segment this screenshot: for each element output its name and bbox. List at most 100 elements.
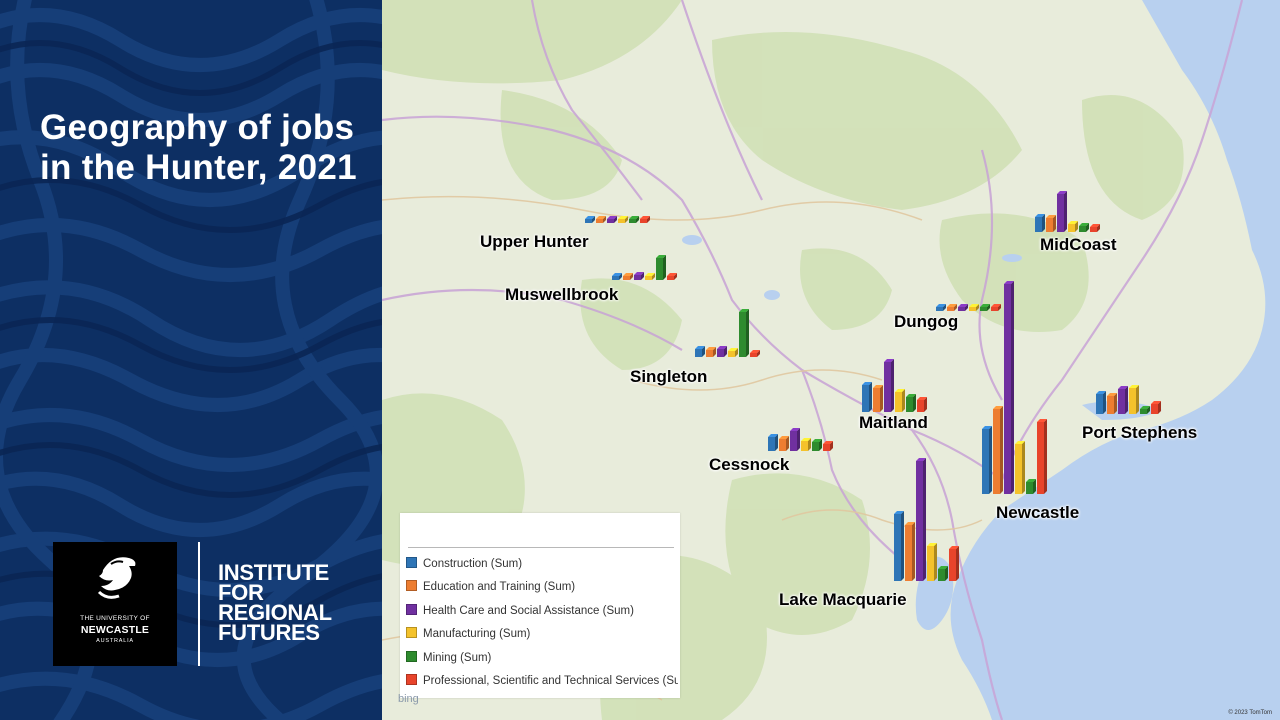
bar-cluster-midcoast — [1035, 191, 1100, 232]
slide-title: Geography of jobs in the Hunter, 2021 — [40, 108, 357, 187]
bar-4 — [1140, 409, 1147, 414]
bar-2 — [1118, 389, 1125, 414]
bar-top-5 — [750, 350, 760, 353]
bar-3 — [1068, 224, 1075, 232]
bar-side-4 — [987, 304, 990, 311]
bar-top-2 — [717, 346, 727, 349]
bar-top-1 — [706, 347, 716, 350]
bar-side-1 — [1053, 215, 1056, 232]
bar-side-0 — [592, 216, 595, 223]
legend-swatch — [406, 604, 417, 615]
legend-item-construction: Construction (Sum) — [406, 557, 678, 573]
bar-top-4 — [629, 216, 639, 219]
map-view[interactable]: © 2023 TomTom — [382, 0, 1280, 720]
bar-side-1 — [880, 385, 883, 412]
bar-side-3 — [1022, 441, 1025, 494]
bar-top-0 — [1096, 391, 1106, 394]
bar-1 — [623, 276, 630, 280]
bar-top-5 — [1090, 224, 1100, 227]
bar-top-4 — [1079, 223, 1089, 226]
bar-top-3 — [618, 216, 628, 219]
bar-side-2 — [1011, 281, 1014, 494]
bar-top-0 — [862, 382, 872, 385]
bar-3 — [927, 546, 934, 581]
bar-top-3 — [1068, 221, 1078, 224]
bar-2 — [1004, 284, 1011, 494]
legend-item-health-care: Health Care and Social Assistance (Sum) — [406, 604, 678, 620]
institute-line: FUTURES — [218, 620, 320, 645]
bar-cluster-lake-macquarie — [894, 458, 959, 581]
bar-side-5 — [1044, 419, 1047, 494]
institute-line: REGIONAL — [218, 600, 332, 625]
region-label-maitland: Maitland — [859, 413, 928, 432]
bar-side-1 — [1114, 393, 1117, 414]
bar-0 — [612, 276, 619, 280]
bar-side-1 — [603, 216, 606, 223]
bar-side-3 — [934, 543, 937, 581]
bar-0 — [768, 437, 775, 451]
bar-side-4 — [746, 309, 749, 357]
bar-top-5 — [991, 304, 1001, 307]
base-map — [382, 0, 1280, 720]
bar-side-1 — [954, 304, 957, 311]
bar-top-3 — [1129, 385, 1139, 388]
bar-5 — [1090, 227, 1097, 232]
legend-swatch — [406, 674, 417, 685]
bar-5 — [1037, 422, 1044, 494]
bar-top-2 — [1057, 191, 1067, 194]
bar-3 — [895, 392, 902, 412]
bar-side-2 — [965, 304, 968, 311]
bar-top-0 — [585, 216, 595, 219]
bar-side-4 — [663, 255, 666, 280]
bar-side-2 — [1064, 191, 1067, 232]
bar-side-1 — [912, 522, 915, 581]
map-copyright: © 2023 TomTom — [1228, 710, 1272, 716]
bar-1 — [779, 439, 786, 451]
bar-top-0 — [612, 273, 622, 276]
legend-label: Professional, Scientific and Technical S… — [423, 675, 678, 687]
bar-top-0 — [768, 434, 778, 437]
bar-1 — [873, 388, 880, 412]
bar-side-4 — [1147, 406, 1150, 414]
bar-side-3 — [1075, 221, 1078, 232]
bar-top-4 — [980, 304, 990, 307]
bar-5 — [750, 353, 757, 357]
bar-1 — [993, 409, 1000, 494]
bar-cluster-newcastle — [982, 281, 1047, 494]
bar-side-0 — [901, 511, 904, 581]
bar-side-2 — [724, 346, 727, 357]
bar-2 — [634, 275, 641, 280]
bar-top-4 — [938, 566, 948, 569]
bar-side-2 — [614, 216, 617, 223]
institute-line: INSTITUTE — [218, 560, 329, 585]
bar-top-5 — [1151, 401, 1161, 404]
legend-swatch — [406, 557, 417, 568]
bar-side-5 — [757, 350, 760, 357]
bar-4 — [629, 219, 636, 223]
bar-3 — [801, 441, 808, 451]
bar-top-3 — [969, 304, 979, 307]
legend-label: Mining (Sum) — [423, 652, 492, 664]
bar-4 — [1026, 482, 1033, 494]
bar-side-3 — [1136, 385, 1139, 414]
bar-2 — [607, 219, 614, 223]
bar-top-2 — [916, 458, 926, 461]
bar-5 — [1151, 404, 1158, 414]
bar-top-3 — [1015, 441, 1025, 444]
bar-0 — [862, 385, 869, 412]
bar-0 — [982, 429, 989, 494]
bar-side-0 — [1103, 391, 1106, 414]
bar-side-3 — [625, 216, 628, 223]
bar-side-2 — [923, 458, 926, 581]
bar-side-0 — [775, 434, 778, 451]
bar-4 — [812, 442, 819, 451]
bar-5 — [949, 549, 956, 581]
bar-side-5 — [956, 546, 959, 581]
bar-4 — [906, 397, 913, 412]
institute-line: FOR — [218, 580, 264, 605]
job-bars-layer — [585, 191, 1161, 581]
bar-side-3 — [902, 389, 905, 412]
region-label-muswellbrook: Muswellbrook — [505, 285, 619, 304]
legend-label: Education and Training (Sum) — [423, 581, 576, 593]
bar-top-2 — [884, 359, 894, 362]
